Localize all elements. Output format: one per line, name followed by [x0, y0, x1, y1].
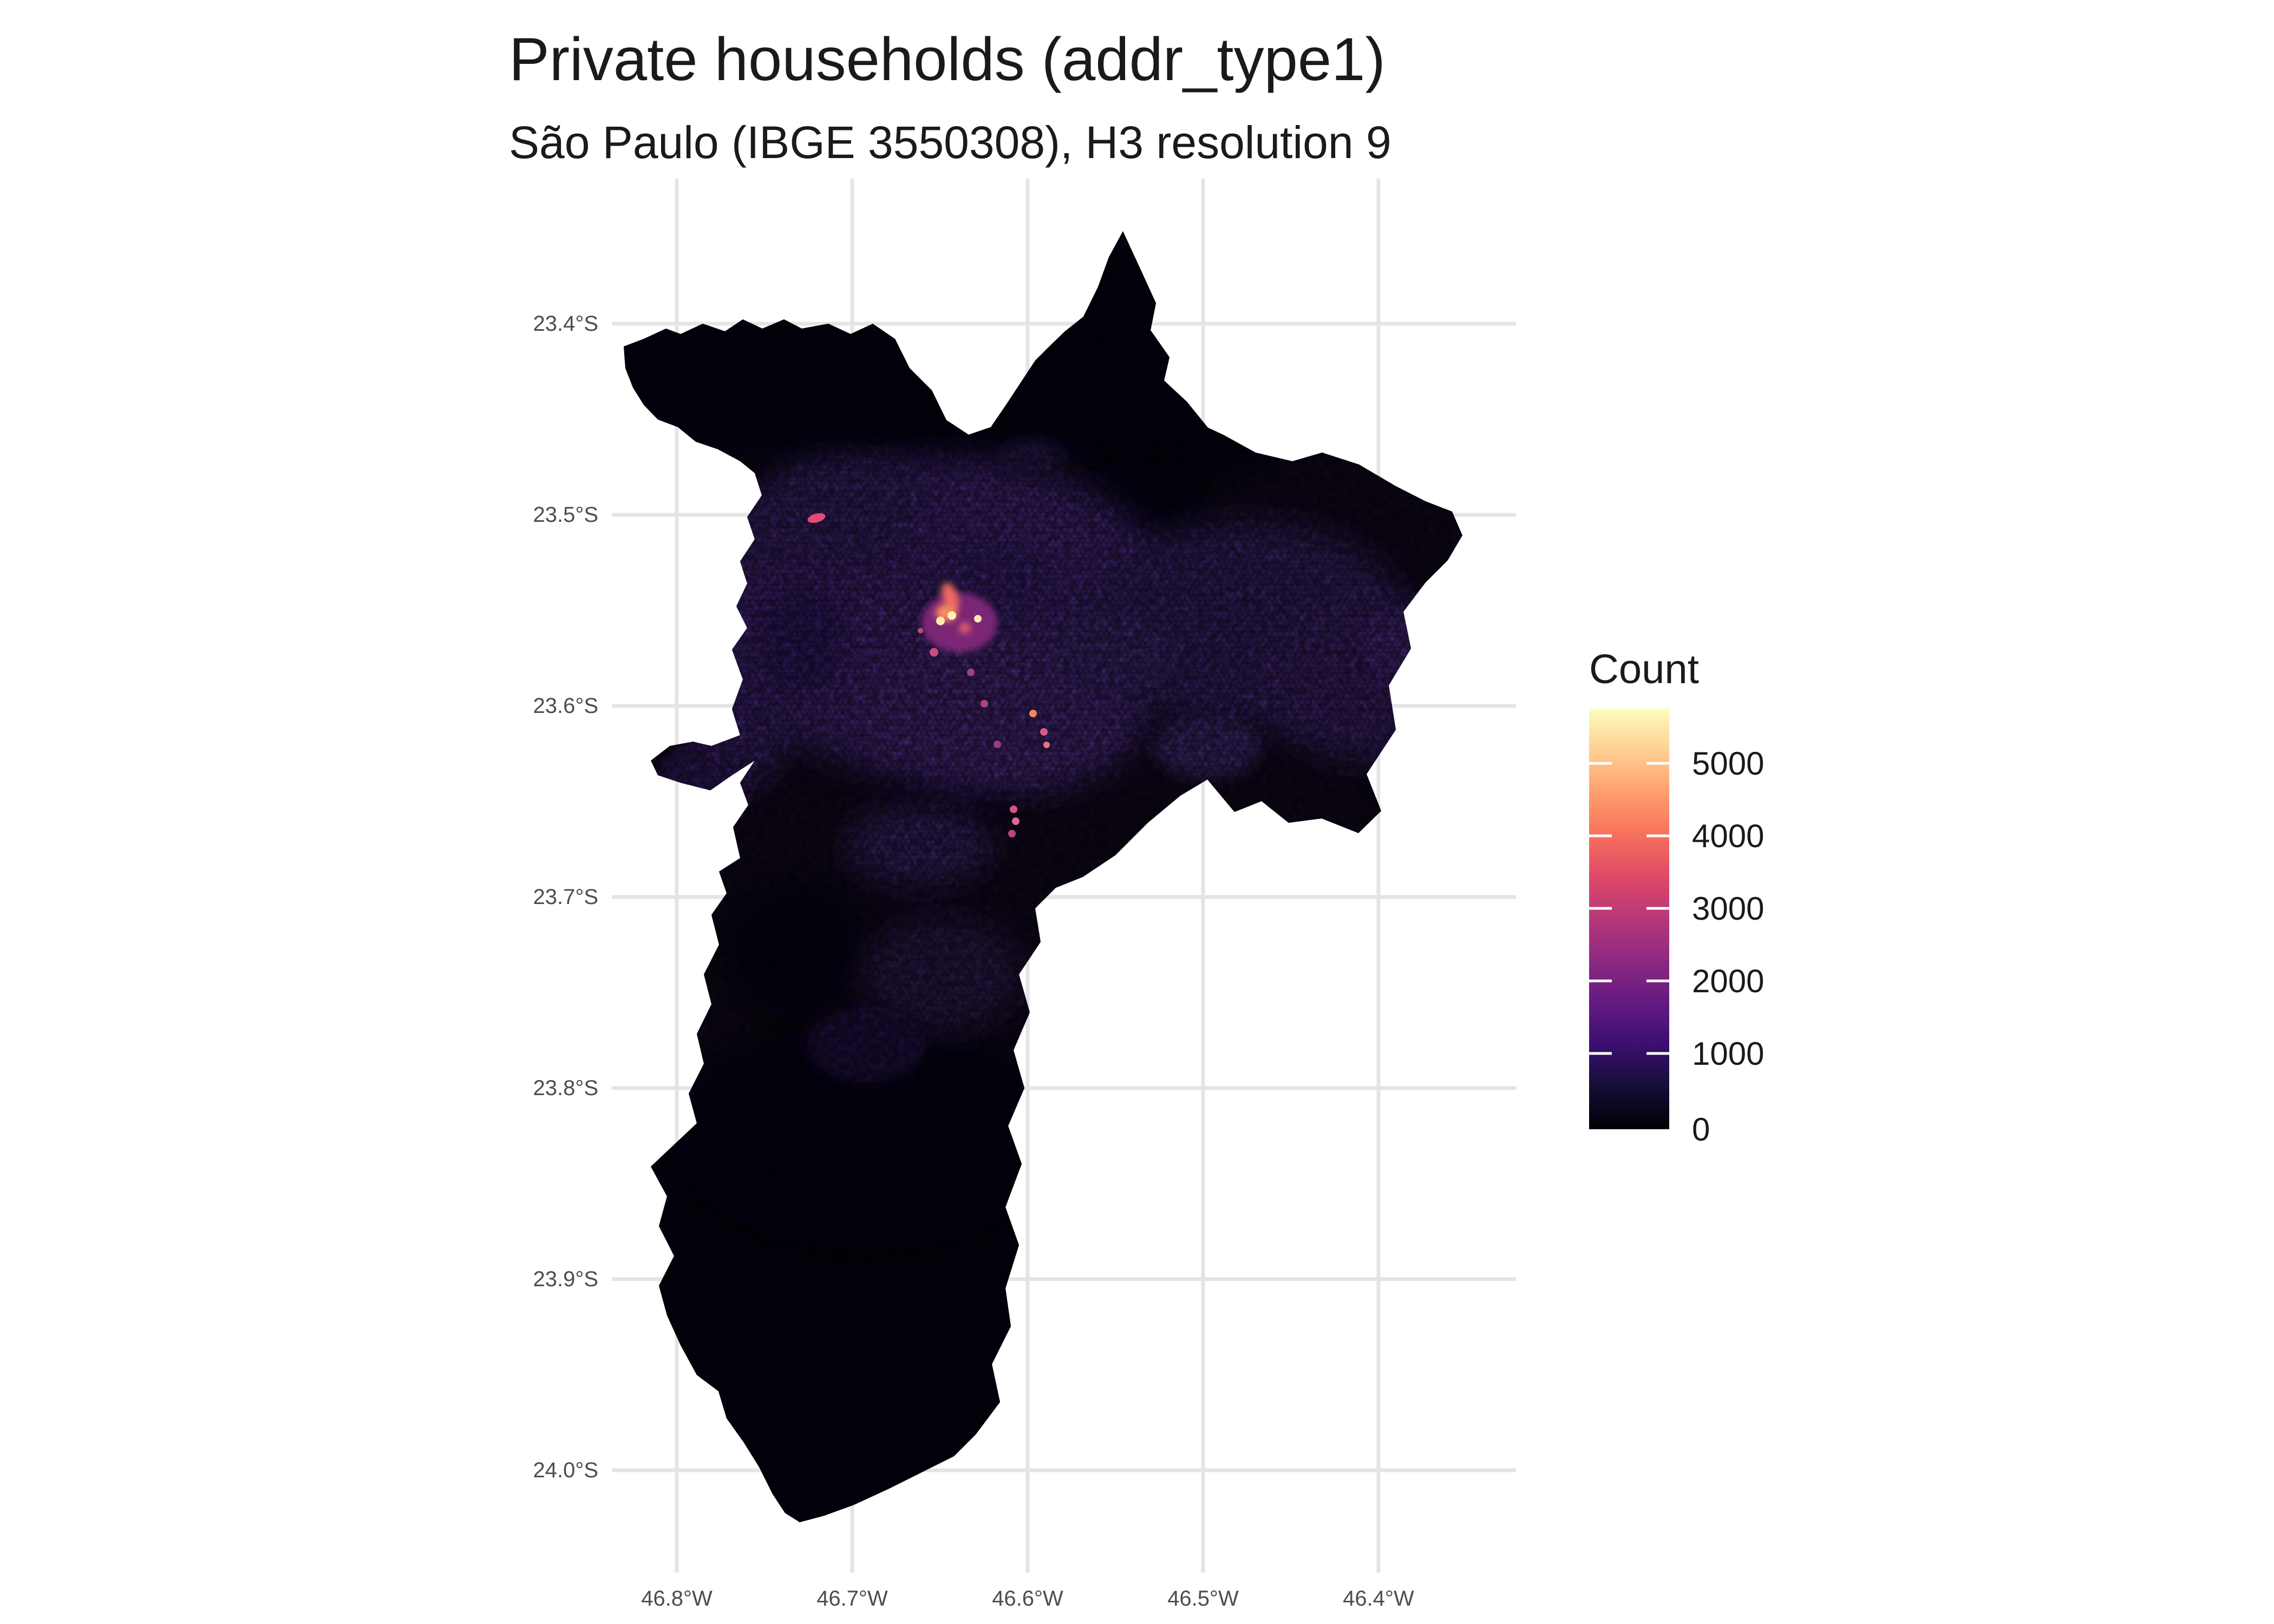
y-tick-23.6s: 23.6°S	[533, 694, 598, 718]
plot-subtitle: São Paulo (IBGE 3550308), H3 resolution …	[509, 117, 1391, 168]
legend-colorbar	[1589, 709, 1669, 1129]
plot-title: Private households (addr_type1)	[509, 25, 1386, 93]
x-tick-46.6w: 46.6°W	[992, 1587, 1063, 1610]
y-tick-23.4s: 23.4°S	[533, 312, 598, 336]
legend-label-4000: 4000	[1692, 818, 1764, 854]
hex-grid-texture	[624, 231, 1462, 1522]
x-tick-46.4w: 46.4°W	[1343, 1587, 1414, 1610]
legend-label-2000: 2000	[1692, 963, 1764, 999]
x-tick-46.5w: 46.5°W	[1167, 1587, 1239, 1610]
x-tick-46.8w: 46.8°W	[641, 1587, 713, 1610]
hotspot-centre-cluster	[918, 582, 1001, 748]
legend-label-5000: 5000	[1692, 745, 1764, 782]
y-tick-23.5s: 23.5°S	[533, 503, 598, 527]
hotspot-southeast-pink-streak	[1008, 710, 1050, 837]
x-tick-46.7w: 46.7°W	[816, 1587, 888, 1610]
legend-labels: 5000 4000 3000 2000 1000 0	[1692, 745, 1764, 1148]
hexbin-map	[624, 231, 1462, 1522]
y-tick-24.0s: 24.0°S	[533, 1458, 598, 1482]
y-tick-23.7s: 23.7°S	[533, 885, 598, 909]
x-axis-labels: 46.8°W 46.7°W 46.6°W 46.5°W 46.4°W	[641, 1587, 1414, 1610]
y-tick-23.9s: 23.9°S	[533, 1267, 598, 1291]
legend-label-3000: 3000	[1692, 890, 1764, 927]
legend: Count 5000 4000 3000 2000 1000 0	[1589, 646, 1764, 1148]
legend-title: Count	[1589, 646, 1699, 692]
hotspot-red-dash	[807, 513, 826, 523]
hotspot-southwest-magenta	[704, 878, 721, 892]
y-tick-23.8s: 23.8°S	[533, 1076, 598, 1100]
legend-label-0: 0	[1692, 1111, 1710, 1148]
legend-label-1000: 1000	[1692, 1036, 1764, 1072]
legend-colorbar-ticks	[1589, 762, 1669, 1055]
y-axis-labels: 23.4°S 23.5°S 23.6°S 23.7°S 23.8°S 23.9°…	[533, 312, 598, 1482]
